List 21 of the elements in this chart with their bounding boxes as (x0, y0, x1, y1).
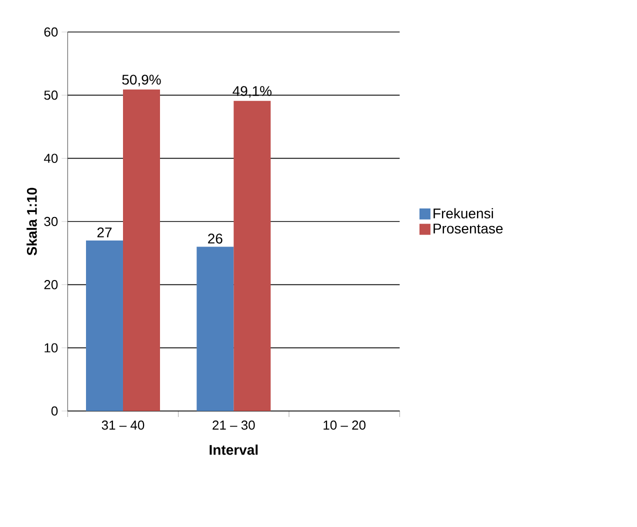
y-tick-label: 20 (44, 280, 58, 290)
data-label: 26 (208, 234, 222, 244)
y-tick-label: 50 (44, 90, 58, 100)
bar (123, 89, 160, 411)
x-tick-label: 21 – 30 (212, 420, 255, 430)
y-tick-label: 0 (51, 406, 58, 416)
data-label: 27 (97, 227, 112, 238)
y-tick-label: 10 (44, 343, 58, 352)
y-tick-label: 60 (44, 27, 58, 37)
x-tick-label: 31 – 40 (102, 420, 144, 430)
y-axis-title: Skala 1:10 (26, 188, 37, 256)
x-axis-title: Interval (210, 444, 258, 455)
legend-label: Prosentase (434, 224, 503, 234)
bar (234, 100, 271, 411)
y-tick-label: 40 (44, 154, 58, 163)
legend-label: Frekuensi (434, 208, 493, 218)
data-label: 50,9% (122, 74, 161, 86)
x-tick-label: 10 – 20 (324, 420, 366, 430)
bar (196, 246, 234, 411)
y-tick-label: 30 (44, 216, 58, 226)
bar (86, 240, 123, 411)
